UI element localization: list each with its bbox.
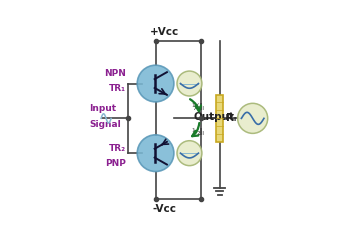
Text: Rₗ: Rₗ: [226, 113, 236, 123]
Circle shape: [137, 135, 174, 172]
Text: TR₁: TR₁: [109, 84, 126, 93]
Circle shape: [137, 65, 174, 102]
Text: NPN: NPN: [104, 69, 126, 78]
Text: Output: Output: [194, 112, 235, 122]
Text: TR₂: TR₂: [109, 144, 126, 153]
Circle shape: [177, 141, 202, 166]
Text: PNP: PNP: [105, 159, 126, 168]
Text: +Vcc: +Vcc: [150, 27, 179, 37]
Text: ½Iₗ: ½Iₗ: [191, 128, 204, 137]
Circle shape: [177, 71, 202, 96]
Text: Input: Input: [90, 104, 117, 113]
Text: ½Iₗ: ½Iₗ: [191, 103, 204, 112]
Circle shape: [238, 103, 268, 133]
Bar: [216, 94, 223, 142]
Text: Signal: Signal: [90, 120, 121, 129]
Text: -Vcc: -Vcc: [153, 203, 177, 213]
